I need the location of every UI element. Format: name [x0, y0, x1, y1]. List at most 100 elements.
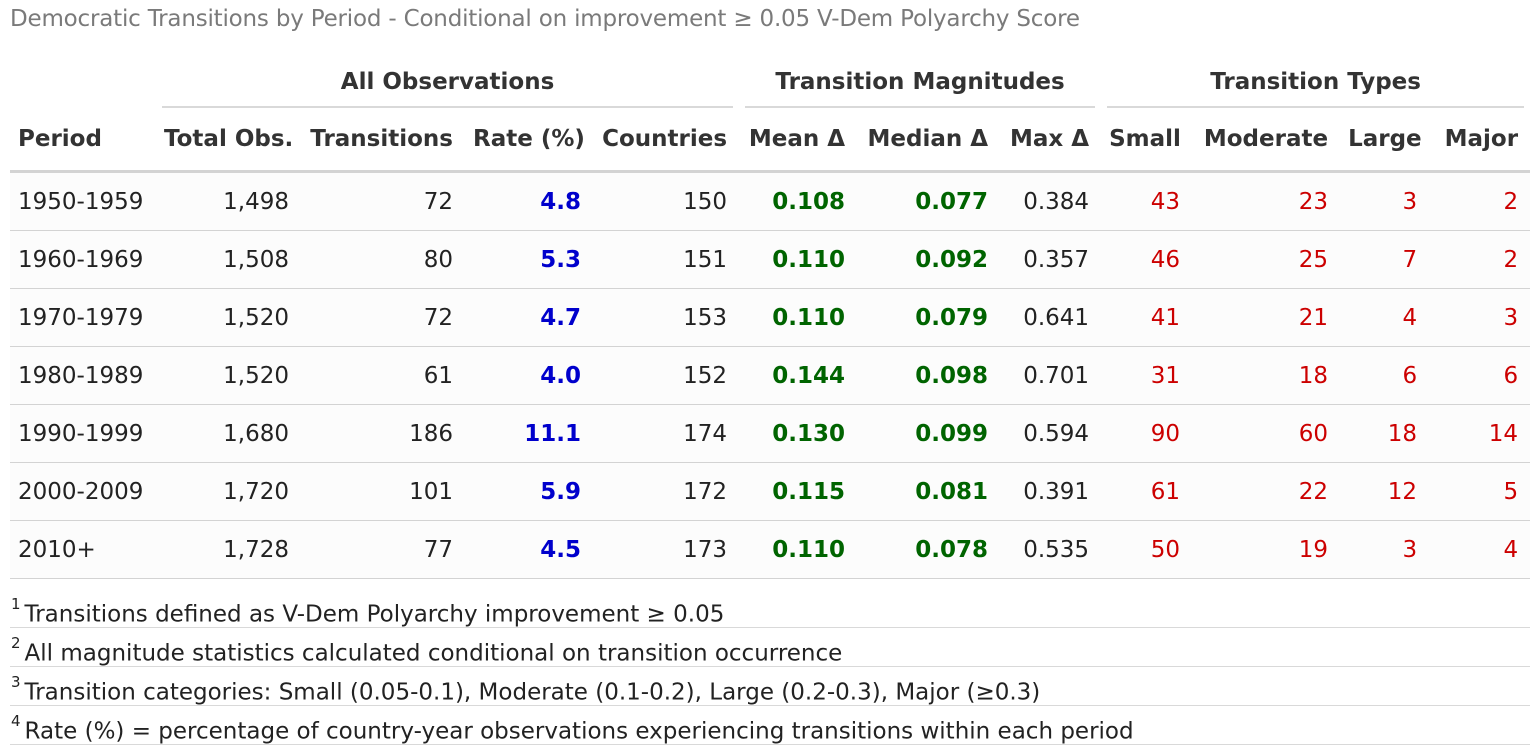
column-header-small: Small — [1101, 108, 1193, 173]
cell-period: 2010+ — [10, 520, 156, 579]
column-header-max: Max Δ — [1000, 108, 1102, 173]
footnote: 4 Rate (%) = percentage of country-year o… — [10, 706, 1530, 745]
table-row: 2000-2009 1,720 101 5.9 172 0.115 0.081 0.391 61… — [10, 462, 1531, 521]
spanner-label: Transition Types — [1107, 59, 1525, 108]
cell-mean: 0.130 — [739, 404, 858, 463]
cell-total-obs: 1,728 — [156, 520, 301, 579]
cell-small: 43 — [1101, 171, 1193, 231]
cell-total-obs: 1,520 — [156, 288, 301, 347]
column-header-total-obs: Total Obs. — [156, 108, 301, 173]
cell-mean: 0.110 — [739, 288, 858, 347]
spanner-row: All Observations Transition Magnitudes T… — [10, 58, 1530, 108]
table-row: 1950-1959 1,498 72 4.8 150 0.108 0.077 0.384 43 2… — [10, 171, 1531, 231]
footnote: 3 Transition categories: Small (0.05-0.1)… — [10, 667, 1530, 706]
cell-total-obs: 1,508 — [156, 230, 301, 289]
cell-max: 0.641 — [1000, 288, 1102, 347]
cell-median: 0.078 — [857, 520, 1001, 579]
cell-major: 3 — [1429, 288, 1531, 347]
table-title: Democratic Transitions by Period - Condi… — [10, 6, 1080, 32]
table-row: 1980-1989 1,520 61 4.0 152 0.144 0.098 0.701 31 1… — [10, 346, 1531, 405]
cell-large: 4 — [1340, 288, 1430, 347]
footnote-text: All magnitude statistics calculated cond… — [24, 640, 843, 667]
cell-mean: 0.108 — [739, 171, 858, 231]
table-row: 1960-1969 1,508 80 5.3 151 0.110 0.092 0.357 46 2… — [10, 230, 1531, 289]
cell-mean: 0.110 — [739, 230, 858, 289]
cell-median: 0.079 — [857, 288, 1001, 347]
cell-transitions: 61 — [301, 346, 465, 405]
cell-median: 0.098 — [857, 346, 1001, 405]
cell-major: 6 — [1429, 346, 1531, 405]
cell-rate: 11.1 — [465, 404, 593, 463]
footnotes: 1 Transitions defined as V-Dem Polyarchy … — [10, 589, 1530, 745]
cell-total-obs: 1,720 — [156, 462, 301, 521]
cell-countries: 151 — [593, 230, 740, 289]
footnote-mark: 3 — [11, 673, 21, 691]
cell-median: 0.077 — [857, 171, 1001, 231]
cell-rate: 4.7 — [465, 288, 593, 347]
column-header-rate: Rate (%) — [465, 108, 593, 173]
cell-mean: 0.110 — [739, 520, 858, 579]
cell-moderate: 60 — [1192, 404, 1341, 463]
cell-median: 0.092 — [857, 230, 1001, 289]
cell-countries: 153 — [593, 288, 740, 347]
spanner-transition-magnitudes: Transition Magnitudes — [739, 58, 1101, 108]
cell-small: 41 — [1101, 288, 1193, 347]
cell-moderate: 21 — [1192, 288, 1341, 347]
cell-countries: 150 — [593, 171, 740, 231]
cell-countries: 172 — [593, 462, 740, 521]
table-body: 1950-1959 1,498 72 4.8 150 0.108 0.077 0.384 43 2… — [10, 171, 1531, 579]
cell-transitions: 72 — [301, 171, 465, 231]
column-header-countries: Countries — [593, 108, 740, 173]
cell-period: 1990-1999 — [10, 404, 156, 463]
spanner-label: Transition Magnitudes — [745, 59, 1096, 108]
column-header-mean: Mean Δ — [739, 108, 858, 173]
table-row: 1970-1979 1,520 72 4.7 153 0.110 0.079 0.641 41 2… — [10, 288, 1531, 347]
cell-period: 2000-2009 — [10, 462, 156, 521]
column-header-period: Period — [10, 108, 156, 173]
column-header-major: Major — [1429, 108, 1531, 173]
cell-period: 1950-1959 — [10, 171, 156, 231]
cell-moderate: 19 — [1192, 520, 1341, 579]
cell-large: 3 — [1340, 520, 1430, 579]
cell-small: 50 — [1101, 520, 1193, 579]
cell-major: 2 — [1429, 171, 1531, 231]
spanner-all-observations: All Observations — [156, 58, 739, 108]
footnote: 1 Transitions defined as V-Dem Polyarchy … — [10, 589, 1530, 628]
cell-countries: 152 — [593, 346, 740, 405]
cell-total-obs: 1,680 — [156, 404, 301, 463]
column-header-transitions: Transitions — [301, 108, 465, 173]
cell-period: 1960-1969 — [10, 230, 156, 289]
cell-small: 61 — [1101, 462, 1193, 521]
cell-small: 90 — [1101, 404, 1193, 463]
column-header-large: Large — [1340, 108, 1430, 173]
cell-major: 5 — [1429, 462, 1531, 521]
cell-rate: 5.9 — [465, 462, 593, 521]
table-row: 2010+ 1,728 77 4.5 173 0.110 0.078 0.535 50 19 3 4 — [10, 520, 1531, 579]
spanner-empty — [10, 58, 156, 108]
cell-moderate: 22 — [1192, 462, 1341, 521]
cell-transitions: 77 — [301, 520, 465, 579]
cell-moderate: 23 — [1192, 171, 1341, 231]
cell-mean: 0.144 — [739, 346, 858, 405]
cell-small: 31 — [1101, 346, 1193, 405]
cell-max: 0.701 — [1000, 346, 1102, 405]
cell-total-obs: 1,520 — [156, 346, 301, 405]
footnote-mark: 4 — [11, 712, 21, 730]
cell-total-obs: 1,498 — [156, 171, 301, 231]
table-row: 1990-1999 1,680 186 11.1 174 0.130 0.099 0.594 9… — [10, 404, 1531, 463]
cell-moderate: 18 — [1192, 346, 1341, 405]
cell-large: 12 — [1340, 462, 1430, 521]
cell-rate: 4.0 — [465, 346, 593, 405]
cell-max: 0.357 — [1000, 230, 1102, 289]
cell-rate: 4.8 — [465, 171, 593, 231]
cell-mean: 0.115 — [739, 462, 858, 521]
cell-small: 46 — [1101, 230, 1193, 289]
spanner-transition-types: Transition Types — [1101, 58, 1530, 108]
cell-transitions: 80 — [301, 230, 465, 289]
column-header-moderate: Moderate — [1192, 108, 1341, 173]
footnote-text: Transitions defined as V-Dem Polyarchy i… — [24, 601, 725, 628]
cell-countries: 174 — [593, 404, 740, 463]
cell-transitions: 101 — [301, 462, 465, 521]
cell-rate: 5.3 — [465, 230, 593, 289]
cell-moderate: 25 — [1192, 230, 1341, 289]
